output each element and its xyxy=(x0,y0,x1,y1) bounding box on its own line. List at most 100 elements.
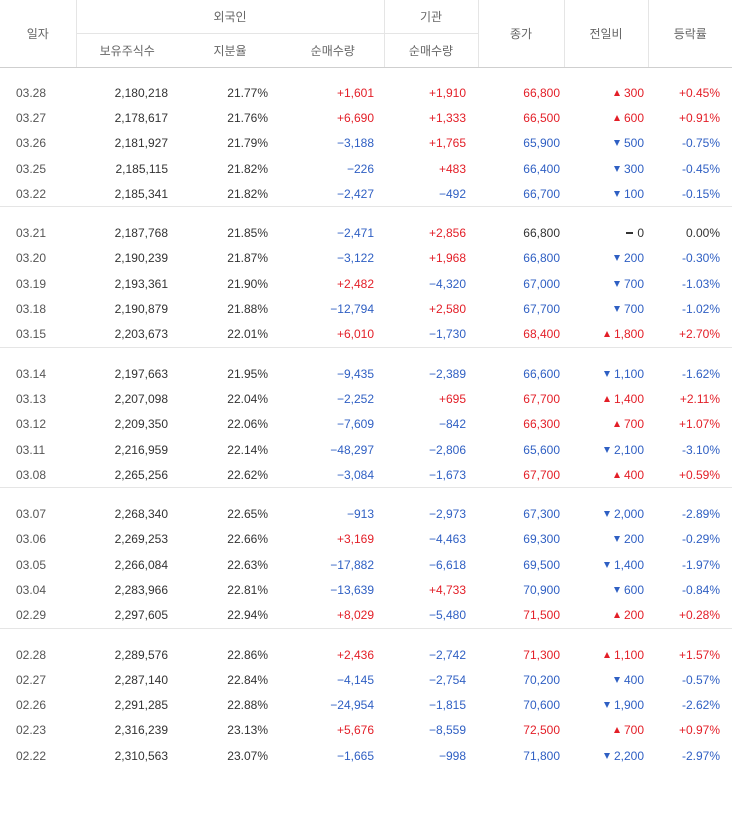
cell-holdings: 2,207,098 xyxy=(114,391,168,406)
cell-inst-net: −1,730 xyxy=(428,327,466,342)
triangle-up-icon xyxy=(603,651,610,658)
cell-share-ratio: 21.77% xyxy=(227,85,268,100)
cell-change: 700 xyxy=(564,296,648,321)
change-value: 400 xyxy=(623,672,644,687)
cell-date: 03.28 xyxy=(16,85,47,100)
cell-date: 03.07 xyxy=(16,507,47,522)
cell-holdings: 2,197,663 xyxy=(114,366,168,381)
cell-foreign-net: +5,676 xyxy=(336,723,374,738)
cell-inst-net: −4,463 xyxy=(428,532,466,547)
cell-inst-net: +1,910 xyxy=(428,85,466,100)
cell-foreign-net: −48,297 xyxy=(330,442,374,457)
col-header-share-ratio: 지분율 xyxy=(178,33,282,68)
cell-rate: -2.89% xyxy=(681,507,720,522)
group-separator xyxy=(0,206,732,221)
cell-inst-net: −2,389 xyxy=(428,366,466,381)
cell-share-ratio: 22.65% xyxy=(227,507,268,522)
cell-rate: +2.11% xyxy=(679,391,720,406)
cell-date: 03.13 xyxy=(16,391,47,406)
cell-rate: +0.59% xyxy=(678,467,720,482)
cell-date: 03.06 xyxy=(16,532,47,547)
change-value: 1,900 xyxy=(613,698,644,713)
table-row: 03.13 2,207,098 22.04% −2,252 +695 67,700 1,40… xyxy=(0,386,732,411)
table-row: 02.22 2,310,563 23.07% −1,665 −998 71,800 2,20… xyxy=(0,743,732,768)
cell-rate: -0.15% xyxy=(681,186,720,201)
cell-rate: -0.57% xyxy=(681,672,720,687)
cell-holdings: 2,185,115 xyxy=(115,161,169,176)
cell-share-ratio: 22.88% xyxy=(227,698,268,713)
cell-change: 600 xyxy=(564,105,648,130)
table-row: 03.22 2,185,341 21.82% −2,427 −492 66,700 100 -… xyxy=(0,181,732,207)
cell-change: 700 xyxy=(564,718,648,743)
cell-rate: -0.75% xyxy=(681,136,720,151)
cell-change: 700 xyxy=(564,412,648,437)
table-row: 03.05 2,266,084 22.63% −17,882 −6,618 69,500 1… xyxy=(0,552,732,577)
cell-date: 02.22 xyxy=(16,748,47,763)
cell-date: 02.29 xyxy=(16,608,47,623)
cell-change: 1,100 xyxy=(564,361,648,386)
cell-rate: -0.45% xyxy=(681,161,720,176)
cell-change: 700 xyxy=(564,271,648,296)
cell-inst-net: +4,733 xyxy=(428,582,466,597)
change-value: 1,400 xyxy=(613,391,644,406)
table-row: 03.20 2,190,239 21.87% −3,122 +1,968 66,800 20… xyxy=(0,246,732,271)
cell-close: 67,300 xyxy=(523,507,560,522)
change-value: 300 xyxy=(623,85,644,100)
triangle-up-icon xyxy=(613,612,620,619)
triangle-up-icon xyxy=(603,331,610,338)
cell-foreign-net: −226 xyxy=(346,161,374,176)
triangle-down-icon xyxy=(613,190,620,197)
triangle-down-icon xyxy=(603,561,610,568)
cell-close: 67,700 xyxy=(523,467,560,482)
cell-holdings: 2,310,563 xyxy=(114,748,168,763)
cell-share-ratio: 22.14% xyxy=(227,442,268,457)
cell-date: 03.04 xyxy=(16,582,47,597)
col-header-foreign: 외국인 xyxy=(75,0,384,34)
investor-trading-table: 일자 외국인 기관 종가 전일비 등락률 보유주식수 지분율 순매수량 순매수량… xyxy=(0,0,732,768)
cell-inst-net: −6,618 xyxy=(428,557,466,572)
cell-share-ratio: 22.63% xyxy=(227,557,268,572)
change-value: 300 xyxy=(623,161,644,176)
cell-date: 02.28 xyxy=(16,647,47,662)
cell-holdings: 2,193,361 xyxy=(114,276,168,291)
dash-icon xyxy=(626,232,634,235)
cell-foreign-net: −12,794 xyxy=(330,302,374,317)
cell-rate: +0.91% xyxy=(678,110,720,125)
change-value: 0 xyxy=(637,226,644,241)
cell-close: 71,300 xyxy=(523,647,560,662)
table-row: 03.26 2,181,927 21.79% −3,188 +1,765 65,900 50… xyxy=(0,131,732,156)
triangle-down-icon xyxy=(613,536,620,543)
cell-change: 200 xyxy=(564,603,648,629)
cell-rate: -2.62% xyxy=(681,698,720,713)
cell-holdings: 2,187,768 xyxy=(114,226,168,241)
cell-close: 70,200 xyxy=(523,672,560,687)
triangle-down-icon xyxy=(613,165,620,172)
cell-rate: -1.02% xyxy=(681,302,720,317)
cell-change: 300 xyxy=(564,80,648,105)
cell-date: 03.15 xyxy=(16,327,47,342)
cell-close: 66,300 xyxy=(523,417,560,432)
cell-rate: +0.97% xyxy=(678,723,720,738)
cell-inst-net: −842 xyxy=(438,417,466,432)
table-row: 03.15 2,203,673 22.01% +6,010 −1,730 68,400 1,… xyxy=(0,322,732,348)
change-value: 200 xyxy=(623,532,644,547)
cell-foreign-net: −9,435 xyxy=(336,366,374,381)
triangle-down-icon xyxy=(603,370,610,377)
triangle-down-icon xyxy=(613,255,620,262)
cell-share-ratio: 21.82% xyxy=(227,161,268,176)
col-header-change: 전일비 xyxy=(563,0,648,68)
cell-foreign-net: −24,954 xyxy=(330,698,374,713)
cell-share-ratio: 23.13% xyxy=(227,723,268,738)
cell-inst-net: +1,765 xyxy=(428,136,466,151)
cell-holdings: 2,266,084 xyxy=(114,557,168,572)
cell-holdings: 2,185,341 xyxy=(114,186,168,201)
cell-holdings: 2,297,605 xyxy=(114,608,168,623)
cell-change: 2,000 xyxy=(564,501,648,526)
cell-change: 600 xyxy=(564,577,648,602)
cell-holdings: 2,289,576 xyxy=(114,647,168,662)
table-row: 02.29 2,297,605 22.94% +8,029 −5,480 71,500 20… xyxy=(0,603,732,629)
cell-close: 66,800 xyxy=(523,226,560,241)
cell-share-ratio: 21.90% xyxy=(227,276,268,291)
cell-date: 03.25 xyxy=(16,161,47,176)
cell-inst-net: −998 xyxy=(438,748,466,763)
